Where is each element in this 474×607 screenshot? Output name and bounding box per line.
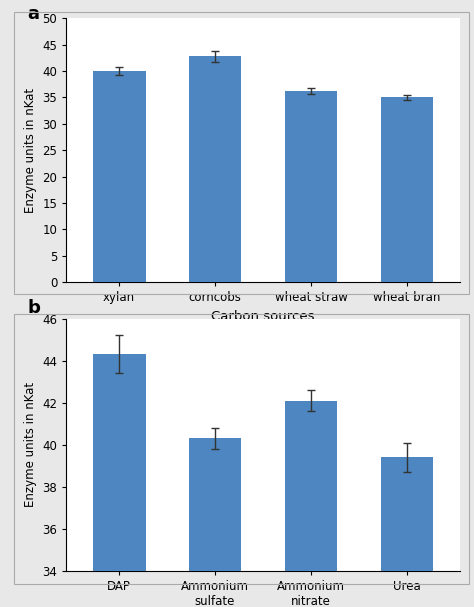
X-axis label: Carbon sources: Carbon sources <box>211 310 315 323</box>
Bar <box>381 457 433 607</box>
Y-axis label: Enzyme units in nKat: Enzyme units in nKat <box>24 87 37 213</box>
Bar <box>285 401 337 607</box>
Bar <box>285 91 337 282</box>
Bar <box>93 354 146 607</box>
Bar <box>93 71 146 282</box>
Text: a: a <box>27 5 39 23</box>
Y-axis label: Enzyme units in nKat: Enzyme units in nKat <box>24 382 37 507</box>
Bar <box>381 97 433 282</box>
Text: b: b <box>27 299 40 316</box>
Bar <box>189 438 241 607</box>
Bar <box>189 56 241 282</box>
